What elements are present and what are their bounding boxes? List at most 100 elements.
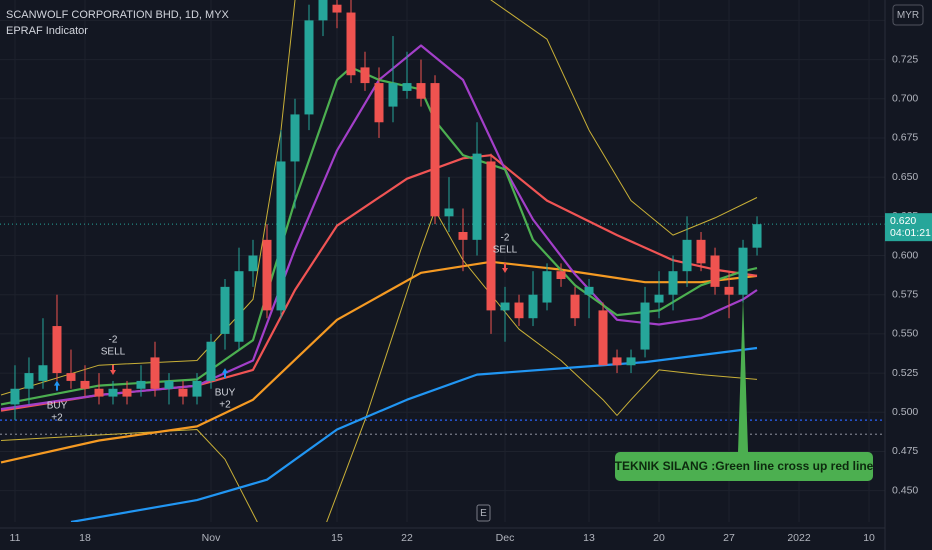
indicator-line (0, 260, 758, 464)
currency[interactable]: MYR (897, 10, 919, 21)
candle-body (206, 341, 216, 381)
axes: 0.4500.4750.5000.5250.5500.5750.6000.625… (10, 14, 932, 544)
candle-body (710, 255, 720, 287)
x-tick-label: Dec (496, 532, 515, 544)
candle-body (360, 67, 370, 84)
y-tick-label: 0.600 (892, 249, 918, 261)
candle-body (500, 302, 510, 311)
last-price-label: 0.620 (890, 215, 916, 227)
signal-text: SELL (101, 347, 126, 358)
candle-body (430, 83, 440, 217)
candle-body (10, 388, 20, 405)
x-tick-label: 22 (401, 532, 413, 544)
x-tick-label: Nov (202, 532, 221, 544)
candle-body (696, 239, 706, 264)
candle-body (220, 286, 230, 334)
candle-body (654, 294, 664, 303)
x-tick-label: 18 (79, 532, 91, 544)
x-tick-label: 27 (723, 532, 735, 544)
candle-body (416, 83, 426, 99)
y-tick-label: 0.450 (892, 484, 918, 496)
candle-body (24, 373, 34, 389)
indicator-line (0, 0, 758, 396)
x-tick-label: 13 (583, 532, 595, 544)
signal-text: BUY (215, 388, 236, 399)
candle-body (80, 380, 90, 389)
signal-text: SELL (493, 245, 518, 256)
currency-box[interactable] (892, 4, 924, 26)
candle-body (234, 271, 244, 342)
last-price-box (885, 213, 932, 242)
y-tick-label: 0.550 (892, 328, 918, 340)
y-tick-label: 0.575 (892, 288, 918, 300)
candle-body (108, 388, 118, 397)
candle-body (486, 161, 496, 311)
signal-arrow (221, 368, 228, 379)
candle-body (444, 208, 454, 217)
y-tick-label: 0.675 (892, 132, 918, 144)
signal-text: -2 (501, 233, 510, 244)
candle-body (332, 4, 342, 13)
candle-body (346, 12, 356, 76)
indicator-name: EPRAF Indicator (6, 25, 88, 37)
signal-arrow (109, 364, 116, 375)
indicator-line (0, 44, 758, 411)
candle-body (724, 286, 734, 295)
candle-body (150, 357, 160, 389)
signal-text: BUY (47, 400, 68, 411)
y-tick-label: 0.525 (892, 367, 918, 379)
candle-body (52, 326, 62, 374)
candle-body (556, 271, 566, 280)
candle-body (598, 310, 608, 366)
candle-body (178, 388, 188, 397)
candle-body (752, 224, 762, 248)
candle-body (542, 271, 552, 303)
candle-body (668, 271, 678, 295)
y-tick-label: 0.650 (892, 171, 918, 183)
signal-arrow (53, 380, 60, 391)
x-tick-label: 2022 (787, 532, 811, 544)
y-tick-label: 0.475 (892, 445, 918, 457)
candle-body (304, 20, 314, 115)
signal-arrow (502, 263, 509, 274)
signal-text: +2 (51, 412, 63, 423)
candle-body (290, 114, 300, 162)
countdown-label: 04:01:21 (890, 227, 931, 239)
x-tick-label: 11 (10, 532, 21, 544)
chart-title: SCANWOLF CORPORATION BHD, 1D, MYX (6, 9, 230, 21)
event-icon[interactable] (476, 504, 491, 522)
candle-body (682, 239, 692, 272)
candle-body (318, 0, 328, 21)
candle-body (612, 357, 622, 366)
candle-body (164, 380, 174, 389)
candle-body (38, 365, 48, 381)
candle-body (388, 83, 398, 107)
callout-box (615, 452, 873, 481)
x-tick-label: 15 (331, 532, 343, 544)
callout-text: TEKNIK SILANG :Green line cross up red l… (615, 459, 874, 473)
candle-body (640, 302, 650, 350)
candle-body (626, 357, 636, 366)
candle-body (192, 380, 202, 397)
x-tick-label: 10 (863, 532, 875, 544)
x-tick-label: 20 (653, 532, 665, 544)
event-icon-label[interactable]: E (480, 508, 487, 519)
candle-body (402, 83, 412, 91)
signal-text: -2 (109, 335, 118, 346)
candle-body (458, 232, 468, 240)
candle-body (66, 373, 76, 381)
candle-body (472, 153, 482, 240)
candle-body (262, 239, 272, 311)
signal-text: +2 (219, 400, 231, 411)
candle-body (570, 294, 580, 319)
candle-body (738, 247, 748, 295)
y-tick-label: 0.700 (892, 93, 918, 105)
callout-arrow (738, 296, 749, 452)
candle-body (136, 380, 146, 389)
candle-body (374, 83, 384, 123)
candle-body (584, 286, 594, 295)
y-tick-label: 0.500 (892, 406, 918, 418)
